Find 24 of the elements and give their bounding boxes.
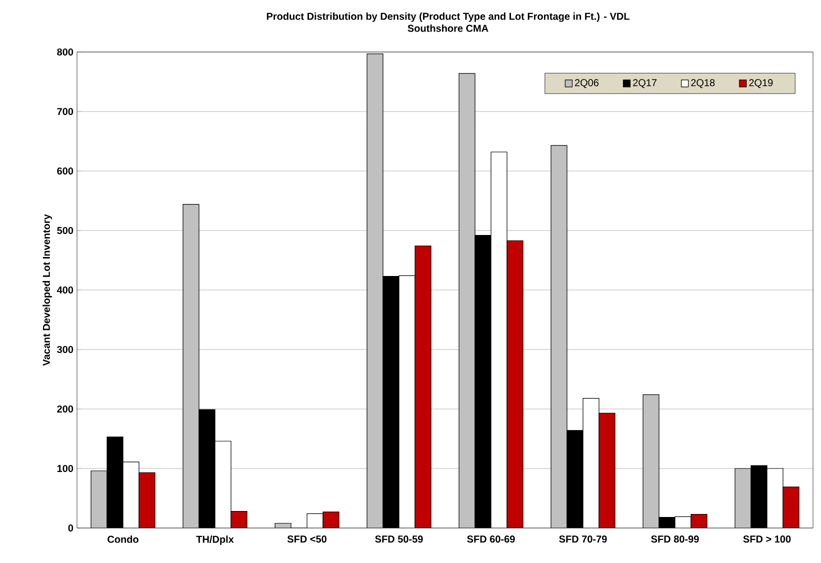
x-tick-label: SFD 50-59 (375, 536, 423, 543)
x-tick-label: SFD > 100 (743, 536, 791, 543)
legend-label: 2Q17 (633, 79, 657, 88)
y-tick-label: 700 (57, 108, 74, 116)
legend-label: 2Q19 (749, 79, 773, 88)
y-tick-label: 100 (57, 464, 74, 472)
x-tick-label: SFD 80-99 (651, 536, 699, 543)
x-tick-label: SFD 70-79 (559, 536, 607, 543)
y-tick-label: 800 (57, 48, 74, 56)
chart-subtitle: Southshore CMA (408, 24, 488, 32)
x-tick-label: SFD <50 (287, 536, 326, 543)
y-axis-title: Vacant Developed Lot Inventory (42, 214, 52, 366)
y-tick-label: 400 (56, 286, 74, 294)
legend-label: 2Q06 (574, 79, 599, 88)
x-tick-label: TH/Dplx (196, 536, 234, 545)
x-tick-label: SFD 60-69 (467, 536, 515, 543)
y-tick-label: 300 (57, 346, 74, 354)
y-tick-label: 500 (57, 226, 74, 234)
y-tick-label: 200 (57, 405, 74, 413)
y-tick-label: 0 (68, 524, 74, 532)
chart-title: Product Distribution by Density (Product Type and Lot Frontage in Ft.) - VDL (266, 12, 630, 22)
y-tick-label: 600 (57, 167, 74, 175)
legend-label: 2Q18 (691, 79, 715, 88)
x-tick-label: Condo (108, 536, 138, 543)
